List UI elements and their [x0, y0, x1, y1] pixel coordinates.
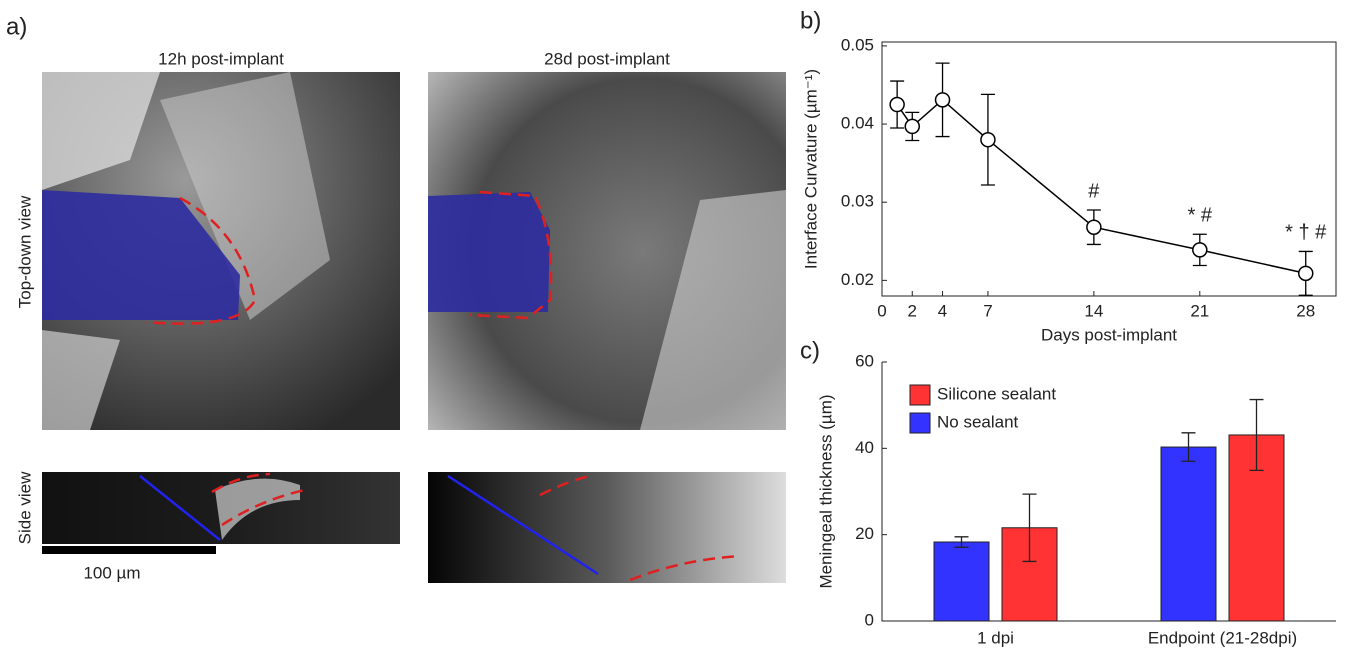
error-bar [1022, 493, 1037, 563]
x-tick-label: 21 [1190, 301, 1209, 320]
marker [934, 92, 951, 108]
column-title: 28d post-implant [544, 49, 670, 68]
marker [1192, 242, 1208, 258]
y-tick-label: 0.04 [841, 114, 874, 133]
x-tick-label: 4 [938, 301, 947, 320]
micrograph [428, 72, 786, 430]
legend-swatch [909, 384, 931, 406]
scale-bar-label: 100 µm [83, 563, 140, 582]
micrograph [42, 72, 400, 430]
row-label: Top-down view [15, 195, 34, 308]
y-tick-label: 40 [855, 438, 874, 457]
legend-label: No sealant [937, 412, 1019, 431]
bar [1160, 446, 1217, 622]
x-tick-label: Endpoint (21-28dpi) [1148, 628, 1297, 647]
column-title: 12h post-implant [158, 49, 284, 68]
y-tick-label: 0 [865, 610, 874, 629]
legend-label: Silicone sealant [937, 384, 1056, 403]
error-bar [1181, 432, 1196, 462]
marker [1086, 219, 1102, 235]
point-label: # [1088, 180, 1100, 202]
y-axis-label: Interface Curvature (µm⁻¹) [801, 69, 820, 269]
marker [980, 131, 996, 148]
y-tick-label: 0.03 [841, 192, 874, 211]
x-axis-label: Days post-implant [1041, 325, 1177, 344]
x-tick-label: 0 [877, 301, 886, 320]
y-tick-label: 60 [855, 351, 874, 370]
x-tick-label: 7 [983, 301, 992, 320]
panel-label: c) [800, 337, 820, 364]
axes-frame [881, 41, 1337, 297]
bar [933, 541, 990, 622]
y-tick-label: 0.02 [841, 270, 874, 289]
marker [904, 118, 921, 135]
point-label: * # [1188, 205, 1213, 227]
y-axis-label: Meningeal thickness (µm) [816, 394, 835, 588]
x-tick-label: 1 dpi [977, 628, 1014, 647]
row-label: Side view [15, 471, 34, 544]
x-tick-label: 2 [908, 301, 917, 320]
error-bar [954, 536, 969, 548]
marker [1297, 265, 1314, 282]
legend-swatch [909, 412, 931, 434]
side-view [42, 472, 400, 544]
point-label: * † # [1285, 222, 1327, 244]
scale-bar [42, 546, 216, 554]
marker [889, 96, 905, 113]
y-tick-label: 0.05 [841, 35, 874, 54]
panel-label: b) [800, 7, 821, 34]
panel-label: a) [6, 13, 27, 40]
x-tick-label: 14 [1084, 301, 1103, 320]
x-tick-label: 28 [1296, 301, 1315, 320]
error-bar [1249, 398, 1264, 471]
y-tick-label: 20 [855, 524, 874, 543]
side-view [428, 472, 786, 583]
data-line [896, 98, 1306, 275]
